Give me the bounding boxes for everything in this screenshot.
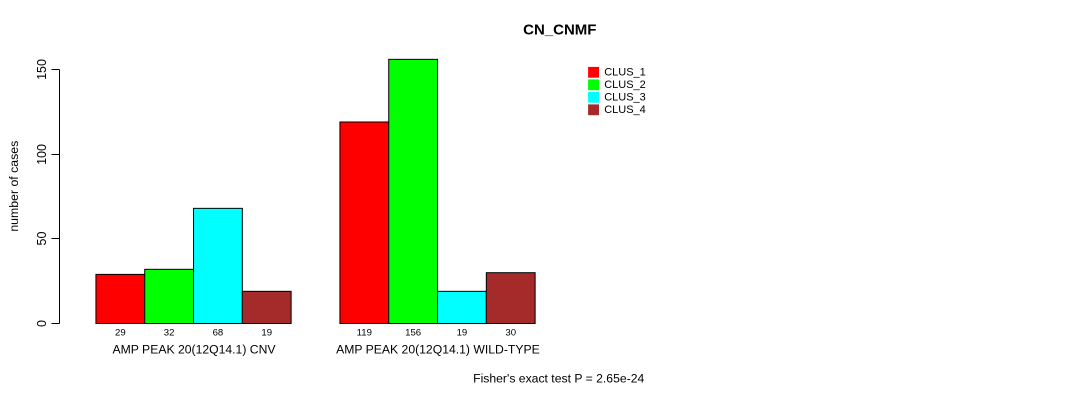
svg-text:150: 150 — [35, 59, 49, 80]
svg-text:CLUS_1: CLUS_1 — [604, 66, 646, 78]
svg-text:156: 156 — [405, 328, 421, 339]
svg-text:AMP PEAK 20(12Q14.1) CNV: AMP PEAK 20(12Q14.1) CNV — [112, 342, 276, 356]
svg-text:CLUS_3: CLUS_3 — [604, 91, 646, 103]
svg-text:32: 32 — [164, 328, 175, 339]
svg-text:0: 0 — [35, 320, 49, 327]
svg-text:CN_CNMF: CN_CNMF — [523, 21, 596, 38]
svg-text:68: 68 — [213, 328, 224, 339]
svg-text:number of cases: number of cases — [7, 141, 21, 232]
svg-text:CLUS_2: CLUS_2 — [604, 79, 646, 91]
svg-text:AMP PEAK 20(12Q14.1) WILD-TYPE: AMP PEAK 20(12Q14.1) WILD-TYPE — [336, 342, 540, 356]
svg-text:50: 50 — [35, 232, 49, 246]
svg-text:100: 100 — [35, 144, 49, 165]
svg-text:30: 30 — [505, 328, 516, 339]
svg-text:CLUS_4: CLUS_4 — [604, 104, 646, 116]
svg-text:29: 29 — [115, 328, 126, 339]
svg-text:Fisher's exact test P = 2.65e-: Fisher's exact test P = 2.65e-24 — [473, 372, 644, 386]
svg-text:19: 19 — [261, 328, 272, 339]
svg-text:119: 119 — [357, 328, 372, 339]
svg-text:19: 19 — [457, 328, 468, 339]
